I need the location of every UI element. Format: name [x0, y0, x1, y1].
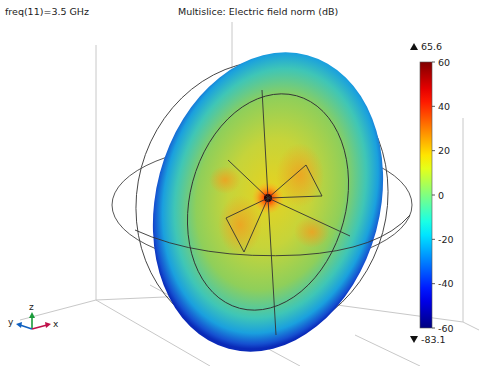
triad-y-head [16, 322, 22, 328]
colorbar-tick [432, 106, 435, 107]
geometry-wires-front [135, 76, 410, 335]
colorbar-tick-label: 60 [438, 57, 450, 68]
grid-line [355, 335, 420, 366]
grid-line [96, 45, 97, 300]
triad-label: z [29, 302, 34, 312]
colorbar-tick [432, 328, 435, 329]
triad-x-head [45, 322, 51, 328]
grid-line [20, 300, 96, 320]
triad-z-head [29, 312, 35, 318]
colorbar-tick [432, 239, 435, 240]
triad-label: y [8, 317, 14, 327]
colorbar: -60 -40 -20 0 20 40 60 65.6 -83.1 [410, 41, 454, 345]
field-lobe [294, 216, 330, 248]
colorbar-tick [432, 283, 435, 284]
max-marker [410, 43, 418, 50]
min-label: -83.1 [421, 334, 446, 345]
colorbar-scale [420, 62, 432, 328]
title: freq(11)=3.5 GHz [5, 6, 89, 17]
triad-y [20, 325, 32, 329]
grid-line [463, 118, 464, 322]
colorbar-tick-label: 20 [438, 145, 450, 156]
min-marker [410, 336, 418, 343]
subtitle: Multislice: Electric field norm (dB) [178, 6, 338, 17]
colorbar-tick [432, 62, 435, 63]
wire-outline [135, 215, 410, 256]
triad-x [32, 325, 47, 329]
colorbar-tick-label: -20 [438, 234, 454, 245]
wire-line [228, 90, 350, 335]
colorbar-tick-label: 0 [438, 190, 444, 201]
bowtie-arm [226, 165, 322, 252]
field-lobe [209, 166, 241, 194]
slice-disc [120, 26, 415, 366]
axis-triad [16, 312, 51, 329]
colorbar-tick [432, 195, 435, 196]
colorbar-tick-label: -60 [438, 323, 454, 334]
figure: freq(11)=3.5 GHz Multislice: Electric fie… [0, 0, 479, 366]
colorbar-tick-label: 40 [438, 101, 450, 112]
max-label: 65.6 [421, 41, 442, 52]
colorbar-tick-label: -40 [438, 278, 454, 289]
grid-line [232, 22, 233, 70]
triad-label: x [53, 319, 59, 329]
field-slice [120, 26, 415, 366]
grid-line [463, 322, 479, 330]
colorbar-tick [432, 150, 435, 151]
